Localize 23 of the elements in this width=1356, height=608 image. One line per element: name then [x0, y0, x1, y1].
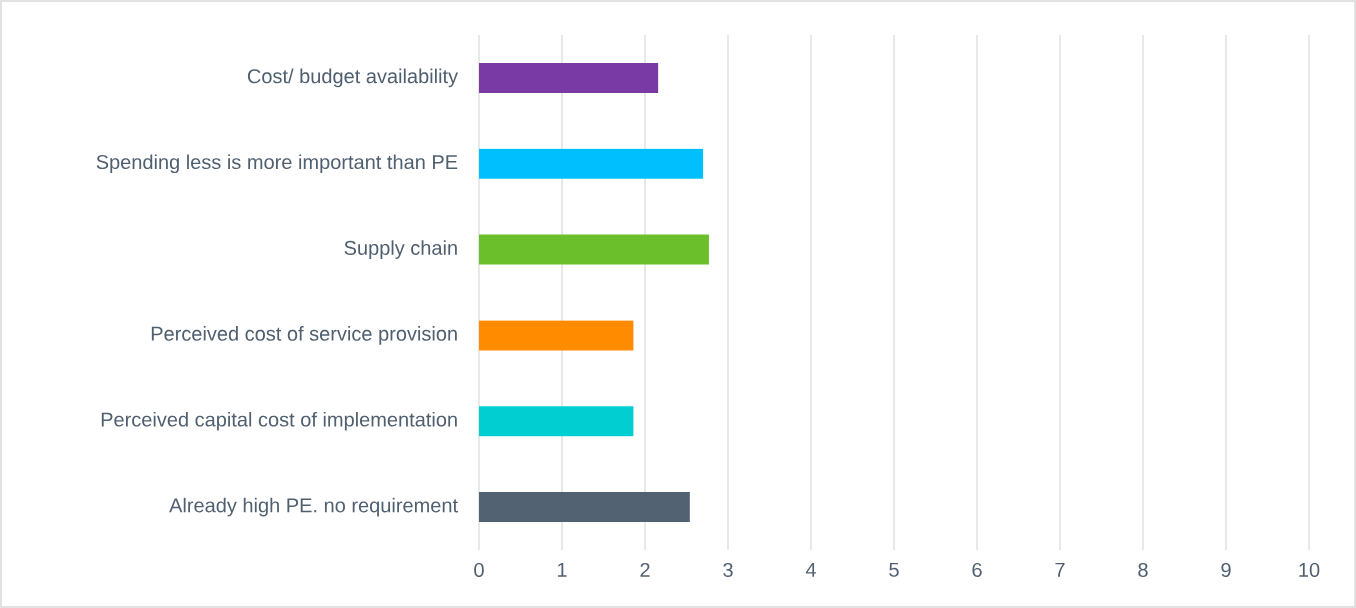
bar — [479, 406, 634, 437]
bar — [479, 492, 690, 523]
x-tick-label: 4 — [805, 562, 816, 577]
x-tick-label: 6 — [972, 562, 982, 578]
x-tick-label: 5 — [889, 562, 899, 577]
x-tick-label: 2 — [640, 562, 650, 577]
bar — [479, 320, 634, 351]
y-tick-label: Already high PE. no requirement — [169, 497, 458, 517]
x-tick-label: 1 — [557, 562, 567, 577]
bar — [479, 234, 709, 265]
y-tick-label: Spending less is more important than PE — [96, 154, 458, 174]
bar — [479, 62, 659, 93]
bar — [479, 148, 704, 179]
y-tick-label: Perceived cost of service provision — [151, 326, 457, 345]
x-tick-label: 8 — [1138, 562, 1148, 578]
x-tick-label: 7 — [1055, 562, 1065, 577]
x-tick-label: 9 — [1221, 562, 1231, 578]
y-tick-label: Supply chain — [344, 240, 457, 259]
x-tick-label: 3 — [723, 562, 733, 578]
x-tick-label: 0 — [474, 562, 484, 578]
x-tick-label: 10 — [1299, 562, 1320, 578]
y-tick-label: Cost/ budget availability — [247, 68, 459, 88]
y-tick-label: Perceived capital cost of implementation — [101, 411, 457, 431]
